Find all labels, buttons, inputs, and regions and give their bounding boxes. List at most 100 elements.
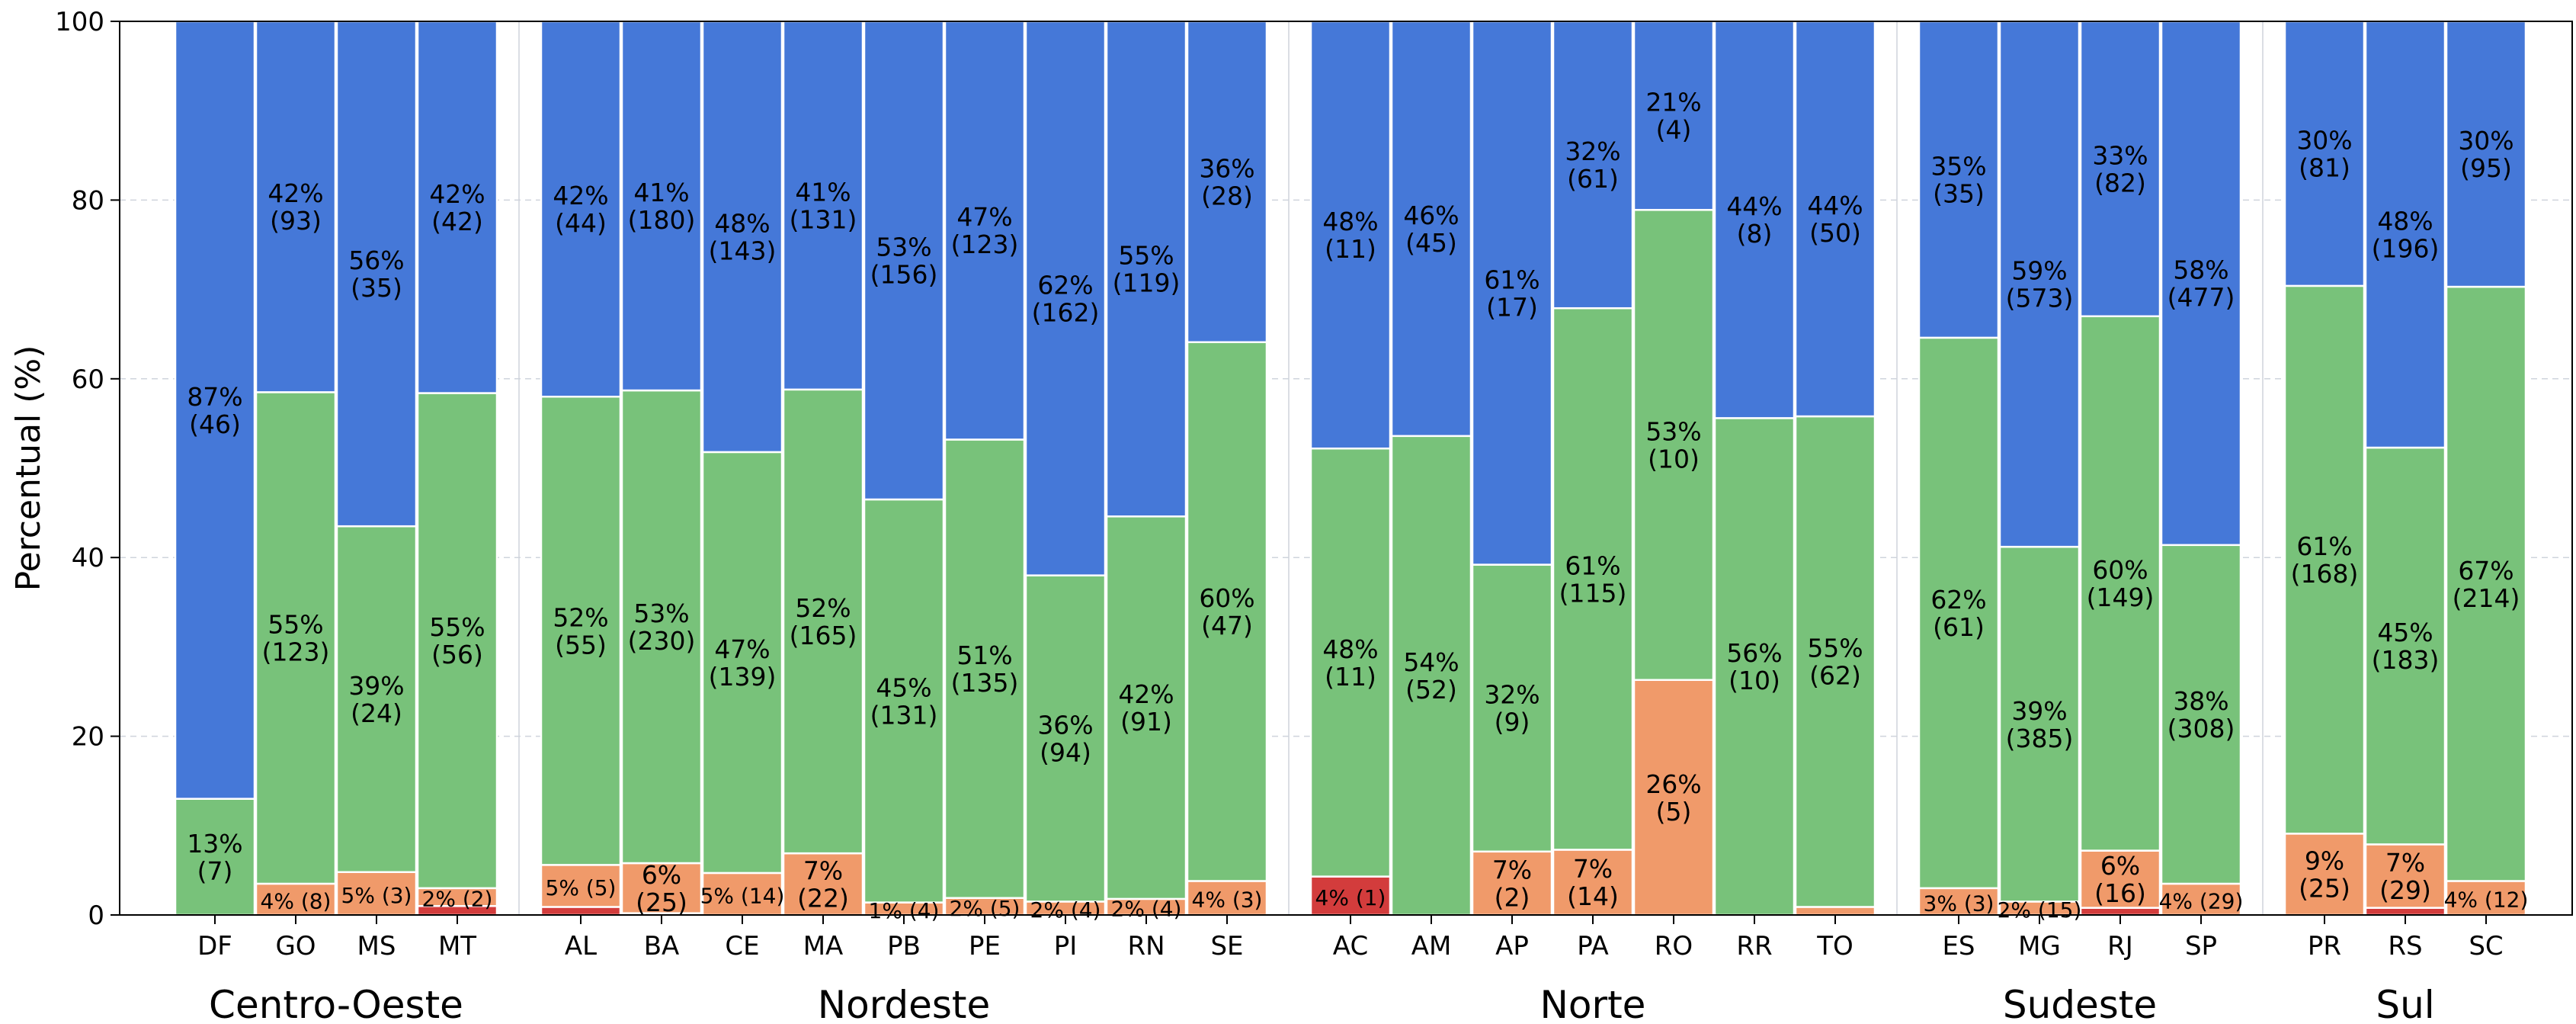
- bar-segment-RJ-dark_red: [2079, 907, 2161, 916]
- bar-segment-MA-blue: [782, 20, 864, 391]
- data-label-CE: 48% (143): [709, 208, 777, 265]
- bar-segment-PA-blue: [1552, 20, 1634, 310]
- x-tick-label-PR: PR: [2308, 931, 2341, 961]
- bar-segment-RS-green: [2364, 446, 2446, 846]
- x-tick-label-BA: BA: [644, 931, 680, 961]
- data-label-SC: 67% (214): [2453, 556, 2520, 613]
- data-label-RJ: 6% (16): [2094, 851, 2146, 908]
- bar-segment-MS-orange: [335, 871, 418, 916]
- bar-segment-GO-blue: [255, 20, 337, 393]
- bar-segment-SC-green: [2445, 285, 2527, 882]
- y-tick-label: 20: [72, 722, 104, 753]
- bar-segment-CE-orange: [701, 872, 783, 916]
- data-label-PR: 61% (168): [2291, 531, 2359, 589]
- x-tick-label-SP: SP: [2185, 931, 2217, 961]
- bar-segment-PE-green: [944, 438, 1026, 899]
- data-label-DF: 13% (7): [187, 829, 242, 886]
- data-label-BA: 41% (180): [628, 178, 696, 235]
- y-axis-title: Percentual (%): [9, 345, 48, 592]
- bar-segment-GO-green: [255, 391, 337, 885]
- bar-segment-ES-blue: [1918, 20, 2000, 339]
- data-label-PA: 32% (61): [1565, 136, 1620, 194]
- plot-frame: [119, 21, 2573, 916]
- bar-segment-MG-blue: [1998, 20, 2081, 548]
- x-tick-label-RR: RR: [1736, 931, 1772, 961]
- bar-segment-SE-orange: [1186, 880, 1268, 916]
- bar-segment-BA-blue: [620, 20, 703, 392]
- x-tick-label-MT: MT: [438, 931, 476, 961]
- data-labels: 13% (7) 87% (46) 4% (8) 55% (123) 42% (93) 5% (3)…: [187, 88, 2528, 923]
- data-label-MS: 56% (35): [348, 246, 404, 303]
- bar-segment-PE-blue: [944, 20, 1026, 441]
- bar-segment-RN-blue: [1105, 20, 1187, 518]
- bar-segment-CE-green: [701, 451, 783, 875]
- region-label-Sudeste: Sudeste: [2003, 983, 2157, 1024]
- data-label-TO: 44% (50): [1807, 191, 1863, 248]
- bar-segment-SP-green: [2160, 544, 2242, 885]
- data-label-RO: 26% (5): [1645, 769, 1701, 827]
- data-label-RO: 21% (4): [1645, 88, 1701, 145]
- data-label-AL: 52% (55): [553, 602, 608, 660]
- data-label-ES: 62% (61): [1930, 585, 1986, 642]
- x-tick-label-PB: PB: [887, 931, 921, 961]
- data-label-SC: 4% (12): [2444, 888, 2529, 913]
- data-label-CE: 47% (139): [709, 634, 777, 692]
- data-label-RS: 7% (29): [2379, 848, 2431, 905]
- bar-segment-RJ-orange: [2079, 849, 2161, 909]
- y-tick-label: 60: [72, 364, 104, 395]
- data-label-DF: 87% (46): [187, 382, 242, 439]
- bar-segment-ES-green: [1918, 336, 2000, 890]
- x-tick-label-PI: PI: [1054, 931, 1078, 961]
- data-label-PI: 36% (94): [1037, 711, 1093, 768]
- bar-segment-RO-green: [1632, 209, 1715, 682]
- bar-segment-RS-dark_red: [2364, 907, 2446, 916]
- bar-segment-AC-green: [1309, 447, 1392, 878]
- bar-segment-AP-green: [1471, 563, 1553, 853]
- bar-segment-BA-green: [620, 389, 703, 865]
- data-label-SP: 58% (477): [2167, 255, 2235, 312]
- data-label-GO: 42% (93): [268, 178, 323, 236]
- x-tick-label-DF: DF: [197, 931, 232, 961]
- bar-segment-PR-orange: [2283, 833, 2366, 916]
- bar-segment-GO-orange: [255, 882, 337, 916]
- bar-segment-TO-blue: [1794, 20, 1876, 418]
- bar-segment-AP-blue: [1471, 20, 1553, 566]
- data-label-MG: 39% (385): [2006, 696, 2074, 753]
- bar-segment-SC-blue: [2445, 20, 2527, 288]
- bar-segment-PA-green: [1552, 307, 1634, 851]
- bar-segment-RN-green: [1105, 515, 1187, 900]
- data-label-MT: 55% (56): [429, 612, 485, 669]
- bar-segment-AL-blue: [540, 20, 622, 398]
- data-label-PR: 9% (25): [2299, 846, 2350, 904]
- data-label-ES: 35% (35): [1930, 151, 1986, 208]
- x-tick-label-RJ: RJ: [2107, 931, 2133, 961]
- data-label-BA: 53% (230): [628, 599, 696, 656]
- data-label-PA: 7% (14): [1567, 854, 1619, 911]
- bar-segment-AL-green: [540, 395, 622, 866]
- data-label-PE: 47% (123): [951, 202, 1019, 259]
- x-tick-label-RN: RN: [1127, 931, 1165, 961]
- y-tick-label: 100: [55, 7, 104, 37]
- data-label-SE: 4% (3): [1192, 888, 1263, 913]
- data-label-AC: 48% (11): [1322, 207, 1378, 264]
- data-label-SC: 30% (95): [2458, 126, 2514, 183]
- bar-segment-AM-green: [1390, 435, 1472, 916]
- data-label-AM: 46% (45): [1403, 201, 1459, 258]
- data-label-SP: 38% (308): [2167, 686, 2235, 743]
- data-label-ES: 3% (3): [1924, 891, 1994, 916]
- bar-segment-MA-orange: [782, 852, 864, 916]
- bar-segment-RJ-green: [2079, 315, 2161, 852]
- data-label-RS: 45% (183): [2372, 618, 2440, 675]
- x-tick-label-AC: AC: [1333, 931, 1368, 961]
- bar-segment-AL-dark_red: [540, 906, 622, 916]
- data-label-RN: 55% (119): [1113, 241, 1181, 298]
- x-tick-label-RO: RO: [1655, 931, 1693, 961]
- bar-segment-RS-orange: [2364, 843, 2446, 909]
- bar-segment-TO-orange: [1794, 906, 1876, 916]
- data-label-RJ: 60% (149): [2087, 555, 2155, 612]
- data-label-SE: 60% (47): [1199, 583, 1254, 640]
- x-tick-label-AP: AP: [1495, 931, 1529, 961]
- data-label-AP: 7% (2): [1492, 855, 1532, 912]
- bars: [174, 20, 2527, 916]
- bar-segment-RO-orange: [1632, 679, 1715, 916]
